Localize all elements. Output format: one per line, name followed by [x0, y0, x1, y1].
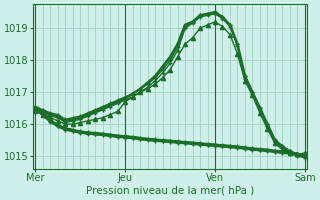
X-axis label: Pression niveau de la mer( hPa ): Pression niveau de la mer( hPa ) [86, 186, 254, 196]
